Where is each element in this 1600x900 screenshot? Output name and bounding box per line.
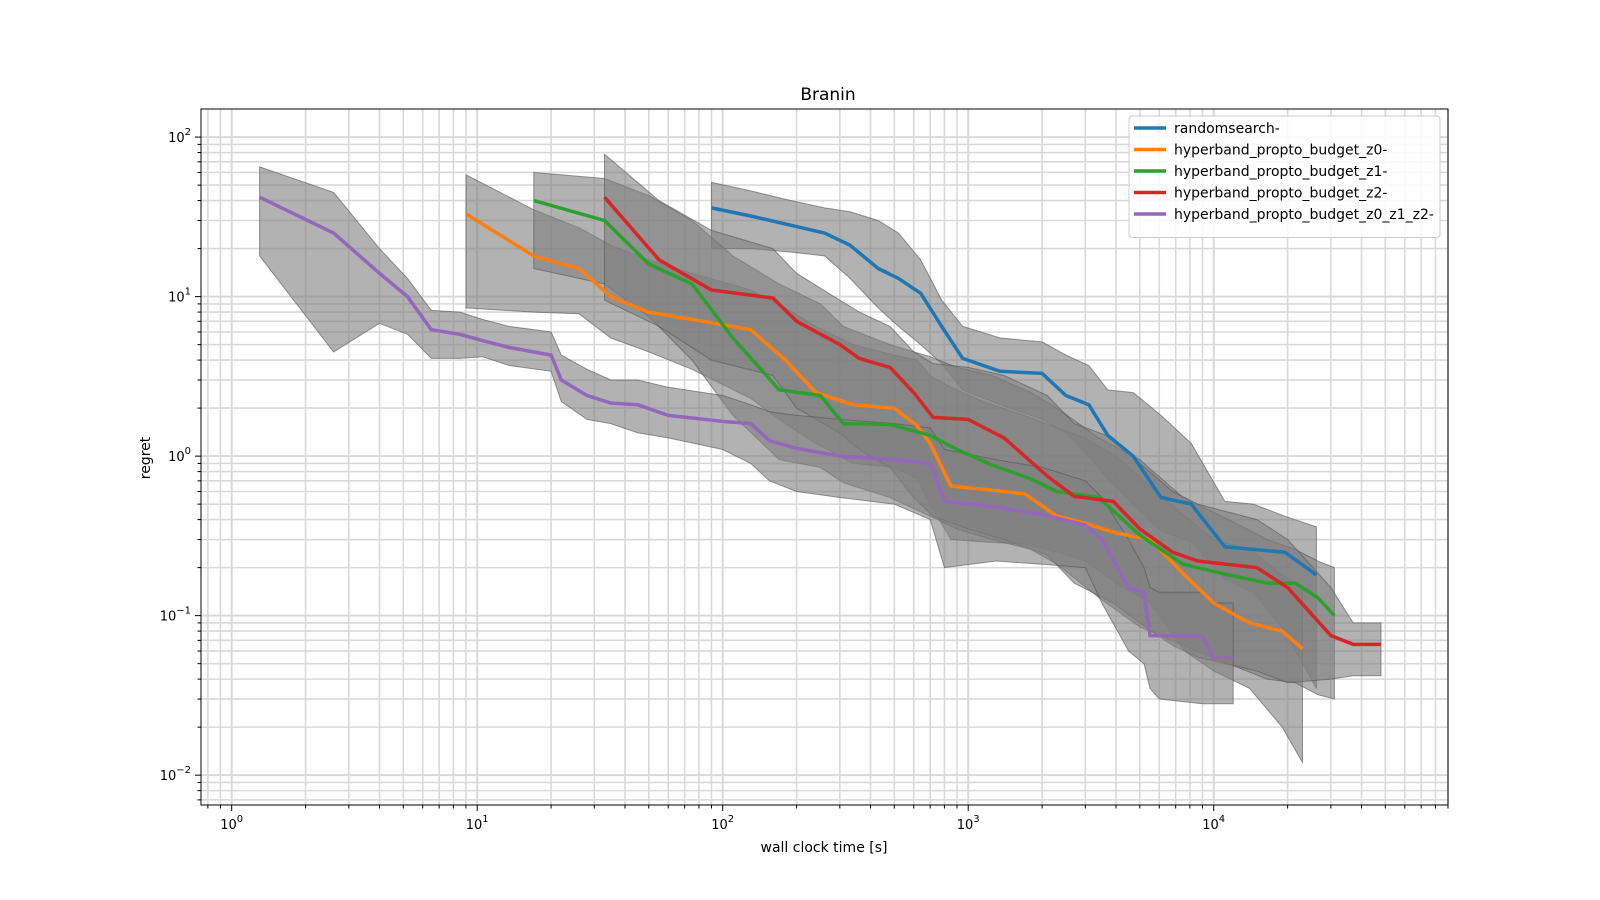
x-tick-label: 103 bbox=[957, 814, 980, 833]
confidence-band-5 bbox=[259, 166, 1234, 705]
x-tick-label: 100 bbox=[220, 814, 243, 833]
x-tick-label: 102 bbox=[711, 814, 734, 833]
y-tick-label: 10−1 bbox=[160, 606, 191, 625]
y-tick-label: 102 bbox=[168, 127, 191, 146]
legend-label-1: randomsearch- bbox=[1174, 121, 1280, 137]
x-axis-title: wall clock time [s] bbox=[761, 840, 888, 856]
series-line-2 bbox=[465, 212, 1304, 651]
x-tick-label: 104 bbox=[1202, 814, 1225, 833]
plot-frame bbox=[200, 108, 1449, 806]
series-line-4 bbox=[603, 196, 1381, 647]
x-tick-label: 101 bbox=[466, 814, 489, 833]
legend-label-2: hyperband_propto_budget_z0- bbox=[1174, 143, 1387, 159]
legend: randomsearch-hyperband_propto_budget_z0-… bbox=[1128, 115, 1441, 238]
axis-ticks: 100 101 102 103 104 10−2 10−1 100 101 102 bbox=[160, 127, 1449, 833]
y-tick-label: 10−2 bbox=[160, 765, 191, 784]
series-line-1 bbox=[711, 206, 1318, 577]
y-tick-label: 101 bbox=[168, 287, 191, 306]
legend-label-3: hyperband_propto_budget_z1- bbox=[1174, 164, 1387, 180]
legend-box bbox=[1128, 115, 1441, 238]
series-lines bbox=[258, 195, 1381, 661]
y-axis-title: regret bbox=[138, 436, 154, 479]
series-line-3 bbox=[533, 198, 1336, 617]
legend-label-5: hyperband_propto_budget_z0_z1_z2- bbox=[1174, 207, 1434, 223]
series-line-5 bbox=[258, 195, 1234, 661]
legend-label-4: hyperband_propto_budget_z2- bbox=[1174, 186, 1387, 202]
chart-title: Branin bbox=[800, 85, 855, 105]
y-tick-label: 100 bbox=[168, 446, 191, 465]
